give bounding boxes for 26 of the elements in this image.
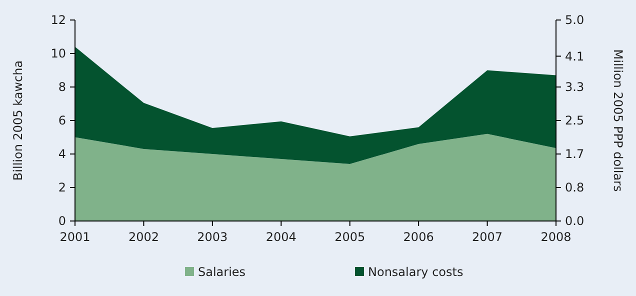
x-tick-label: 2004 <box>266 230 296 244</box>
legend-label: Nonsalary costs <box>368 265 464 279</box>
x-tick-label: 2001 <box>60 230 90 244</box>
y2-tick-label: 3.3 <box>565 80 584 94</box>
x-tick-label: 2006 <box>403 230 434 244</box>
x-tick-label: 2003 <box>197 230 228 244</box>
y2-axis-title: Million 2005 PPP dollars <box>611 49 625 192</box>
y-tick-label: 10 <box>50 46 66 61</box>
y2-tick-label: 0.8 <box>565 180 584 195</box>
y2-tick-label: 1.7 <box>565 147 584 162</box>
y-tick-label: 0 <box>58 214 66 228</box>
x-tick-label: 2005 <box>334 230 366 244</box>
y-tick-label: 2 <box>58 180 66 195</box>
legend-label: Salaries <box>198 265 246 279</box>
y2-tick-label: 5.0 <box>565 13 584 28</box>
y-tick-label: 4 <box>58 147 66 162</box>
y2-tick-label: 0.0 <box>565 214 584 228</box>
x-tick-label: 2002 <box>128 230 159 244</box>
x-tick-label: 2008 <box>540 230 572 244</box>
y-tick-label: 8 <box>58 80 66 94</box>
x-tick-label: 2007 <box>472 230 503 244</box>
y-tick-label: 6 <box>58 114 66 128</box>
y-axis-title: Billion 2005 kawcha <box>11 60 25 181</box>
y-tick-label: 12 <box>50 13 66 28</box>
y2-tick-label: 4.1 <box>565 49 584 64</box>
y2-tick-label: 2.5 <box>565 114 584 128</box>
